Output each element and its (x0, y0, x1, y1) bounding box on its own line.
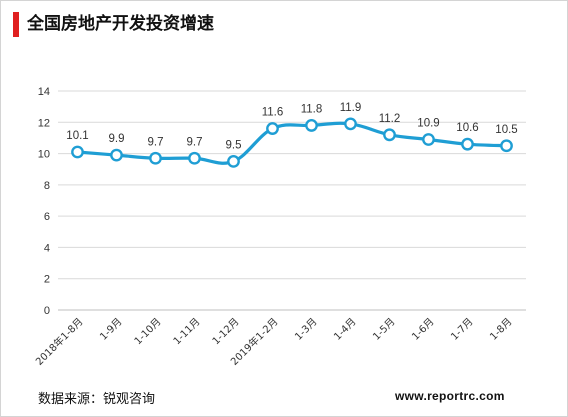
data-label: 10.5 (495, 124, 517, 136)
data-point (266, 122, 279, 135)
data-label: 9.7 (148, 136, 164, 148)
data-label: 9.9 (109, 133, 125, 145)
line-chart: 0 2 4 6 8 10 12 14 2018年1-8月 1-9月 1-10月 1-11月 1-12月… (33, 86, 526, 368)
x-tick-label: 1-7月 (449, 316, 476, 343)
x-tick-label: 1-8月 (488, 316, 515, 343)
data-label: 9.5 (226, 139, 242, 151)
x-tick-label: 1-3月 (293, 316, 320, 343)
y-tick-label: 10 (38, 149, 50, 161)
data-point (149, 151, 162, 165)
data-point (422, 133, 435, 146)
website-link[interactable]: www.reportrc.com (395, 389, 505, 403)
y-axis-tick-labels: 0 2 4 6 8 10 12 14 (38, 86, 50, 317)
data-label: 9.7 (187, 136, 203, 148)
data-label: 10.1 (66, 130, 88, 142)
data-label: 11.8 (301, 103, 323, 115)
data-point (383, 128, 396, 142)
data-point (344, 117, 357, 131)
x-tick-label: 1-12月 (210, 316, 242, 348)
data-point (227, 154, 240, 168)
title-accent-bar (13, 12, 19, 37)
y-tick-label: 2 (44, 274, 50, 286)
data-label: 10.9 (417, 117, 439, 129)
source-note: 数据来源：锐观咨询 (38, 392, 156, 407)
y-tick-label: 4 (44, 242, 50, 254)
data-labels: 10.1 9.9 9.7 9.7 9.5 11.6 11.8 11.9 11.2 10.9 10.6… (66, 102, 517, 152)
x-tick-label: 1-10月 (132, 316, 164, 348)
gridlines (58, 90, 526, 311)
data-point (461, 137, 474, 151)
data-point (305, 119, 318, 132)
y-tick-label: 14 (38, 86, 50, 98)
x-tick-label: 1-11月 (171, 316, 203, 348)
x-tick-label: 1-6月 (410, 316, 437, 343)
y-tick-label: 12 (38, 117, 50, 129)
x-tick-label: 1-5月 (371, 316, 398, 343)
chart-title: 全国房地产开发投资增速 (27, 14, 214, 34)
x-tick-label: 1-9月 (98, 316, 125, 343)
y-tick-label: 8 (44, 180, 50, 192)
x-tick-label: 2018年1-8月 (33, 315, 86, 368)
data-label: 11.6 (262, 107, 284, 119)
data-point-markers (71, 117, 513, 168)
data-point (188, 151, 201, 165)
data-label: 11.2 (379, 113, 401, 125)
data-point (71, 145, 84, 159)
data-point (500, 139, 513, 153)
y-tick-label: 6 (44, 211, 50, 223)
y-tick-label: 0 (44, 305, 50, 317)
x-tick-label: 1-4月 (332, 316, 359, 343)
data-point (110, 148, 123, 162)
data-label: 11.9 (340, 102, 362, 114)
data-label: 10.6 (456, 122, 478, 134)
series-line (77, 121, 507, 165)
